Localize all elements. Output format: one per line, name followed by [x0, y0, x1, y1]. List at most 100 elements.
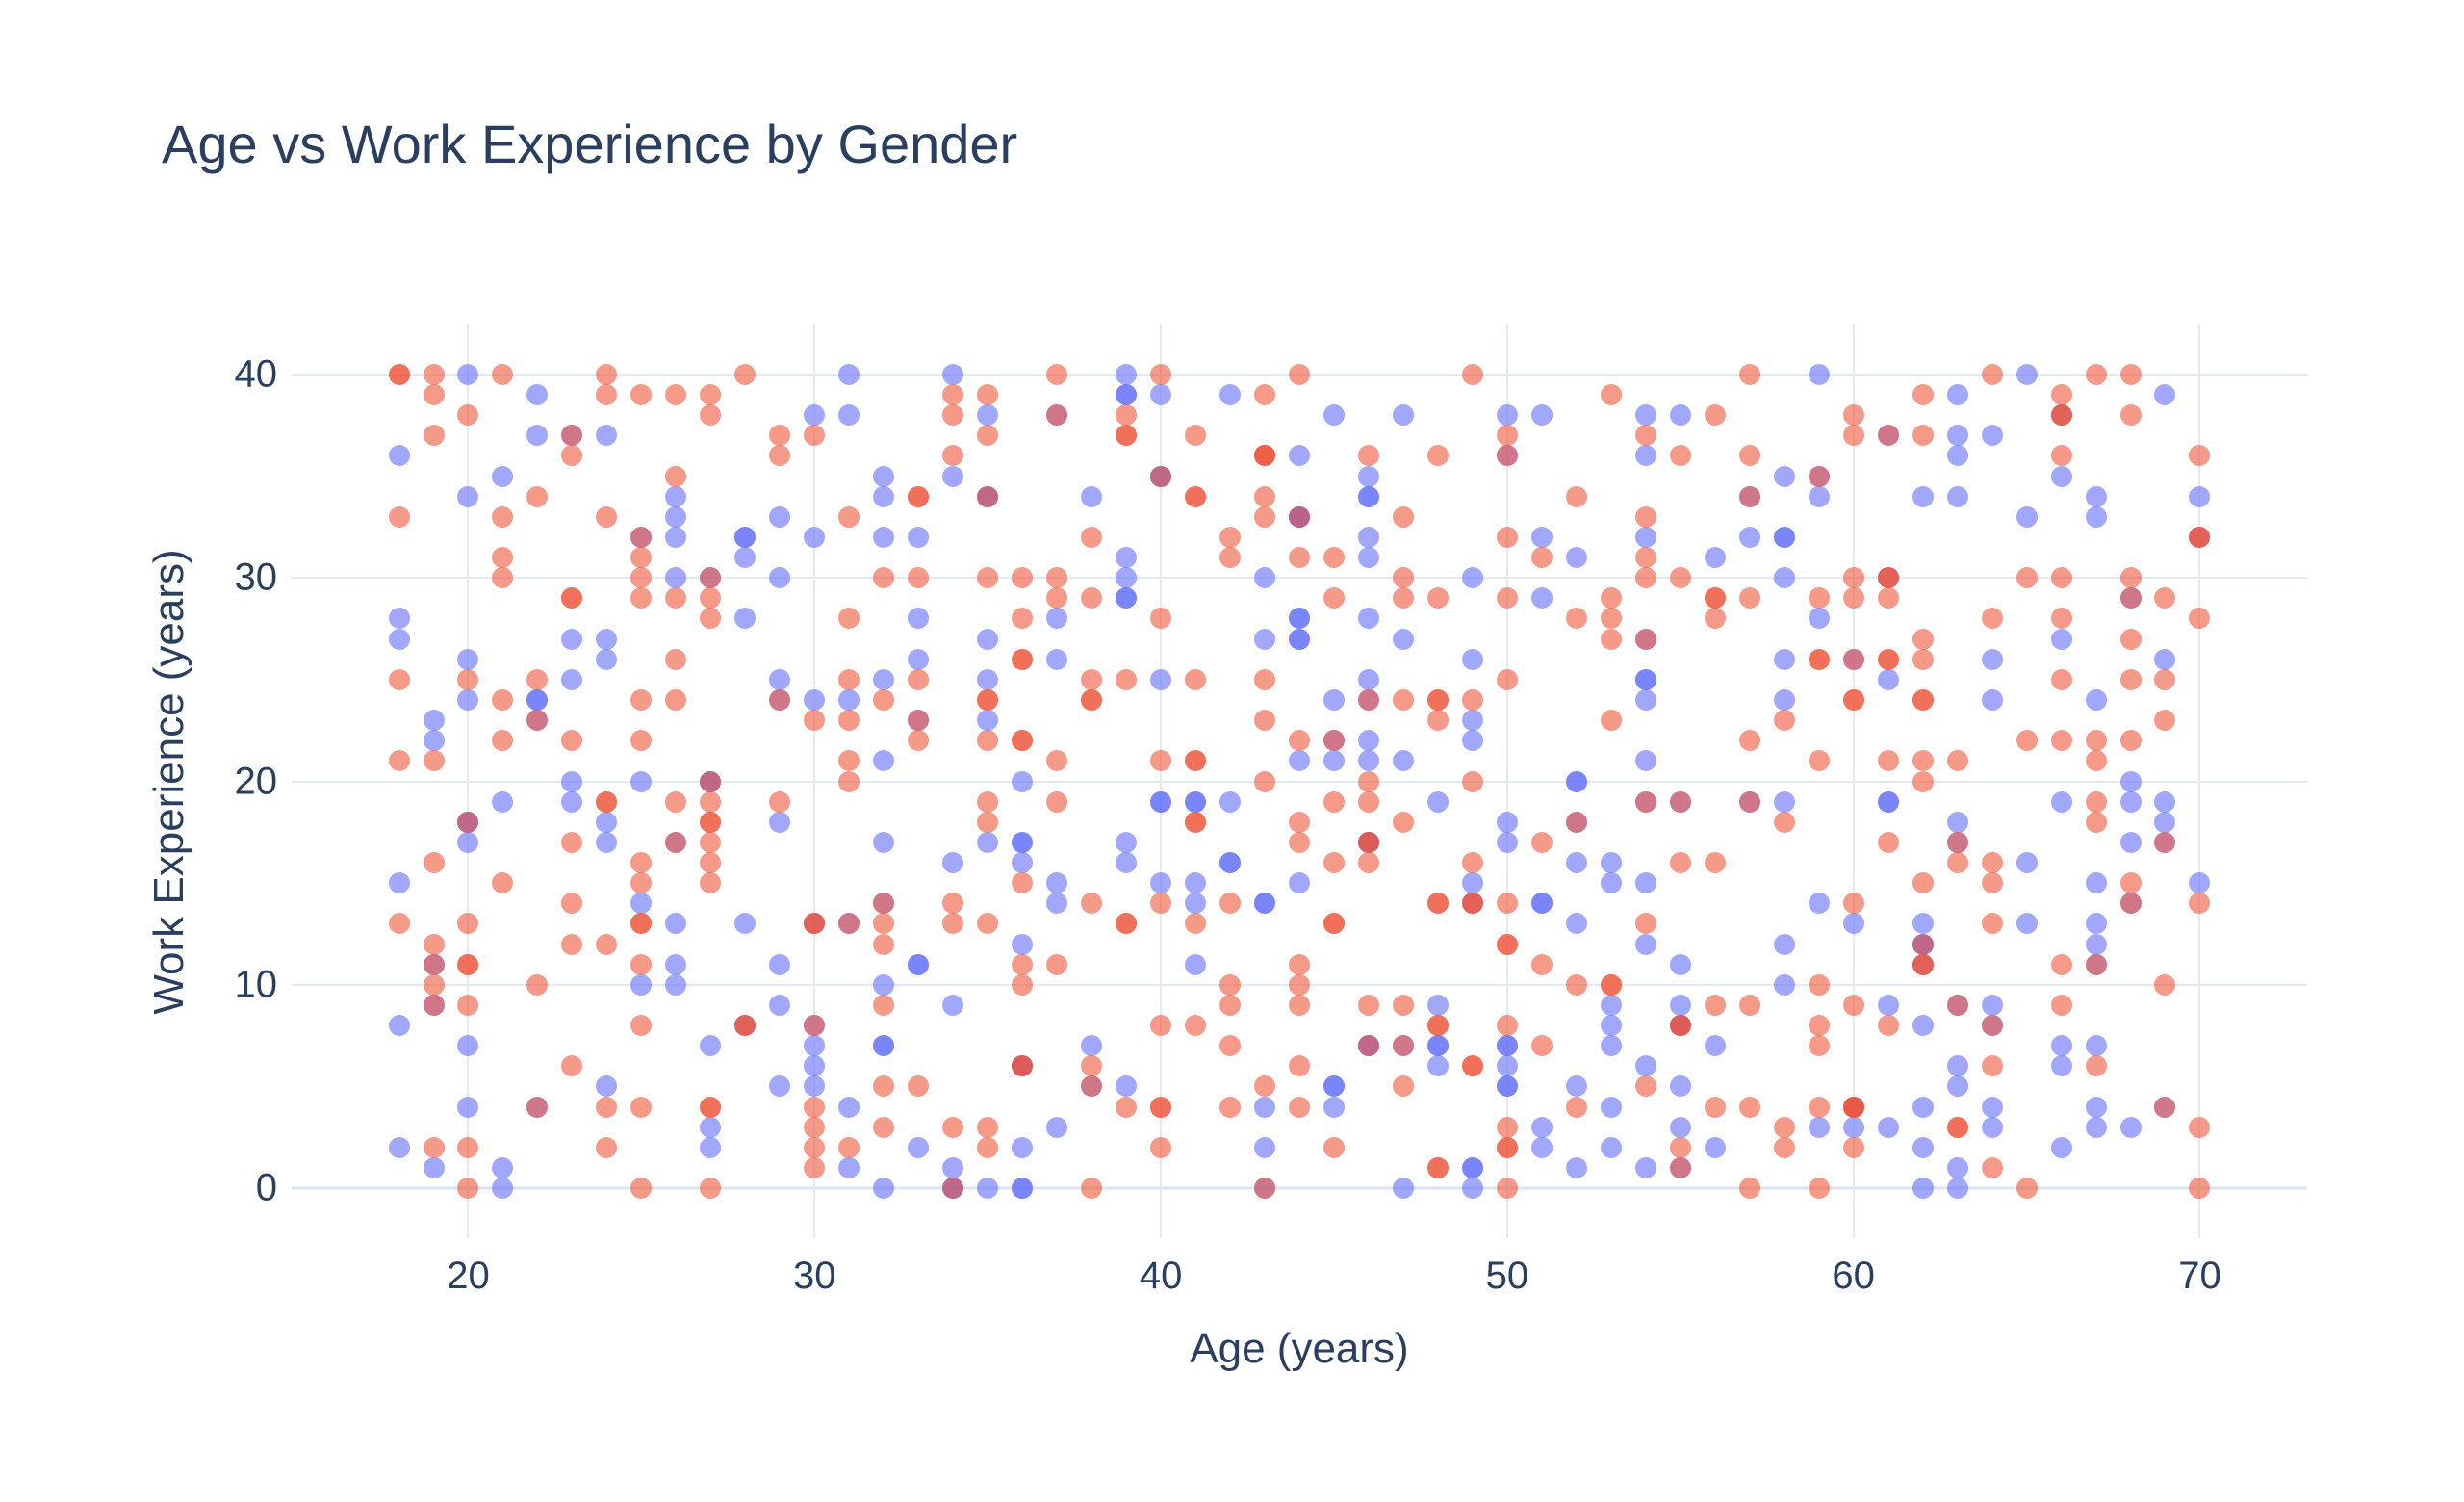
data-point[interactable]	[492, 872, 513, 893]
data-point[interactable]	[1705, 1097, 1726, 1118]
data-point[interactable]	[2120, 771, 2142, 792]
data-point[interactable]	[804, 404, 825, 426]
data-point[interactable]	[1358, 750, 1379, 771]
data-point[interactable]	[457, 1097, 478, 1118]
data-point[interactable]	[1912, 1137, 1934, 1158]
data-point[interactable]	[424, 1157, 445, 1178]
data-point[interactable]	[1947, 1055, 1968, 1076]
data-point[interactable]	[1809, 750, 1830, 771]
data-point[interactable]	[1116, 669, 1137, 690]
data-point[interactable]	[873, 1035, 894, 1056]
data-point[interactable]	[561, 425, 582, 446]
data-point[interactable]	[1150, 364, 1171, 385]
data-point[interactable]	[1254, 1097, 1275, 1118]
data-point[interactable]	[1566, 1157, 1587, 1178]
data-point[interactable]	[1462, 771, 1483, 792]
data-point[interactable]	[1497, 669, 1518, 690]
data-point[interactable]	[1809, 1097, 1830, 1118]
data-point[interactable]	[1635, 689, 1656, 711]
data-point[interactable]	[1289, 629, 1310, 650]
data-point[interactable]	[2120, 730, 2142, 751]
data-point[interactable]	[2051, 669, 2072, 690]
data-point[interactable]	[1670, 1137, 1691, 1158]
data-point[interactable]	[1878, 567, 1899, 588]
data-point[interactable]	[665, 587, 686, 609]
data-point[interactable]	[1531, 832, 1553, 853]
data-point[interactable]	[457, 1137, 478, 1158]
data-point[interactable]	[700, 812, 721, 833]
data-point[interactable]	[1497, 1035, 1518, 1056]
data-point[interactable]	[1289, 730, 1310, 751]
data-point[interactable]	[424, 425, 445, 446]
data-point[interactable]	[1912, 1015, 1934, 1036]
data-point[interactable]	[700, 791, 721, 813]
data-point[interactable]	[1982, 608, 2003, 629]
data-point[interactable]	[630, 872, 652, 893]
data-point[interactable]	[1947, 1157, 1968, 1178]
data-point[interactable]	[1046, 872, 1067, 893]
data-point[interactable]	[1289, 832, 1310, 853]
data-point[interactable]	[1670, 445, 1691, 466]
data-point[interactable]	[1878, 587, 1899, 609]
data-point[interactable]	[2120, 669, 2142, 690]
data-point[interactable]	[424, 954, 445, 975]
data-point[interactable]	[873, 832, 894, 853]
data-point[interactable]	[2086, 486, 2107, 507]
data-point[interactable]	[1323, 1137, 1345, 1158]
data-point[interactable]	[1116, 1075, 1137, 1097]
data-point[interactable]	[2051, 629, 2072, 650]
data-point[interactable]	[769, 425, 790, 446]
data-point[interactable]	[561, 629, 582, 650]
data-point[interactable]	[2051, 1137, 2072, 1158]
data-point[interactable]	[1462, 852, 1483, 873]
data-point[interactable]	[769, 812, 790, 833]
data-point[interactable]	[873, 995, 894, 1016]
data-point[interactable]	[1912, 954, 1934, 975]
data-point[interactable]	[424, 750, 445, 771]
data-point[interactable]	[1774, 649, 1795, 670]
data-point[interactable]	[1912, 689, 1934, 711]
data-point[interactable]	[977, 669, 998, 690]
data-point[interactable]	[1219, 527, 1241, 548]
data-point[interactable]	[1878, 791, 1899, 813]
data-point[interactable]	[1809, 587, 1830, 609]
data-point[interactable]	[1219, 852, 1241, 873]
data-point[interactable]	[1289, 954, 1310, 975]
data-point[interactable]	[630, 567, 652, 588]
data-point[interactable]	[1462, 1157, 1483, 1178]
data-point[interactable]	[1809, 649, 1830, 670]
data-point[interactable]	[769, 791, 790, 813]
data-point[interactable]	[1912, 934, 1934, 955]
data-point[interactable]	[1046, 608, 1067, 629]
data-point[interactable]	[1947, 1075, 1968, 1097]
data-point[interactable]	[596, 791, 617, 813]
data-point[interactable]	[977, 812, 998, 833]
data-point[interactable]	[1947, 812, 1968, 833]
data-point[interactable]	[873, 1178, 894, 1199]
data-point[interactable]	[873, 466, 894, 487]
data-point[interactable]	[561, 934, 582, 955]
data-point[interactable]	[2154, 974, 2175, 996]
data-point[interactable]	[908, 710, 929, 731]
data-point[interactable]	[1635, 791, 1656, 813]
data-point[interactable]	[665, 466, 686, 487]
data-point[interactable]	[1809, 364, 1830, 385]
data-point[interactable]	[1947, 384, 1968, 405]
data-point[interactable]	[942, 995, 963, 1016]
data-point[interactable]	[1739, 1178, 1760, 1199]
data-point[interactable]	[1912, 913, 1934, 934]
data-point[interactable]	[977, 730, 998, 751]
data-point[interactable]	[457, 486, 478, 507]
data-point[interactable]	[1323, 1075, 1345, 1097]
data-point[interactable]	[1878, 995, 1899, 1016]
data-point[interactable]	[1774, 791, 1795, 813]
data-point[interactable]	[2086, 506, 2107, 528]
data-point[interactable]	[424, 1137, 445, 1158]
data-point[interactable]	[1912, 872, 1934, 893]
data-point[interactable]	[1046, 649, 1067, 670]
data-point[interactable]	[2154, 384, 2175, 405]
data-point[interactable]	[561, 669, 582, 690]
data-point[interactable]	[1150, 1097, 1171, 1118]
data-point[interactable]	[457, 404, 478, 426]
